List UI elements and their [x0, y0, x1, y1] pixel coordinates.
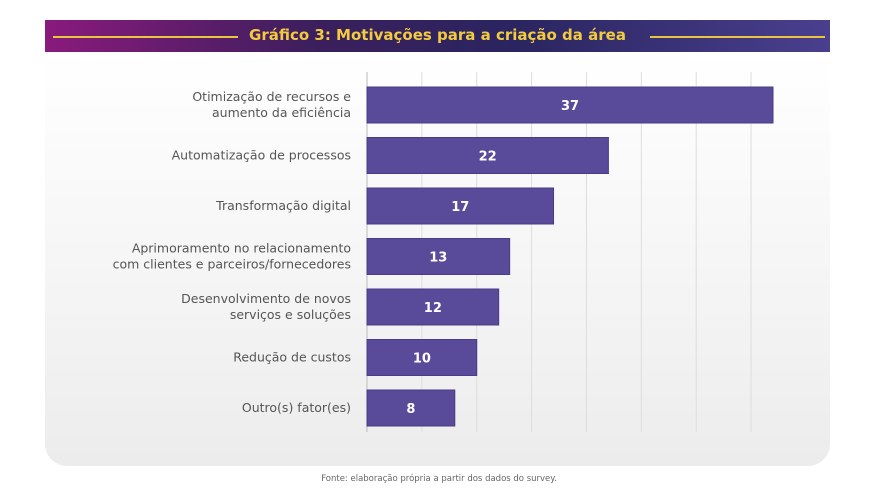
chart-title-banner: Gráfico 3: Motivações para a criação da … [45, 20, 830, 52]
title-rule-left [53, 36, 238, 38]
bar [366, 288, 500, 326]
category-label: serviços e soluções [230, 307, 351, 322]
bar [366, 187, 555, 225]
bar [366, 389, 456, 427]
data-label: 10 [413, 352, 431, 367]
category-label: Redução de custos [233, 350, 351, 365]
category-label: Aprimoramento no relacionamento [132, 241, 351, 256]
source-note: Fonte: elaboração própria a partir dos d… [321, 474, 557, 484]
category-label: Transformação digital [215, 198, 351, 213]
data-label: 17 [451, 200, 469, 215]
data-label: 37 [561, 99, 579, 114]
category-label: Desenvolvimento de novos [181, 291, 351, 306]
bar [366, 238, 511, 275]
data-label: 13 [429, 251, 447, 266]
chart-title: Gráfico 3: Motivações para a criação da … [249, 26, 626, 44]
category-label: Automatização de processos [172, 148, 351, 163]
title-rule-right [650, 36, 825, 38]
data-label: 22 [479, 150, 497, 165]
bar [366, 86, 774, 124]
bar [366, 137, 609, 174]
category-label: aumento da eficiência [212, 105, 351, 120]
data-label: 8 [406, 402, 415, 417]
category-label: com clientes e parceiros/fornecedores [113, 257, 351, 272]
data-label: 12 [424, 301, 442, 316]
bar [366, 339, 478, 376]
category-label: Otimização de recursos e [192, 89, 351, 104]
category-label: Outro(s) fator(es) [242, 400, 351, 415]
